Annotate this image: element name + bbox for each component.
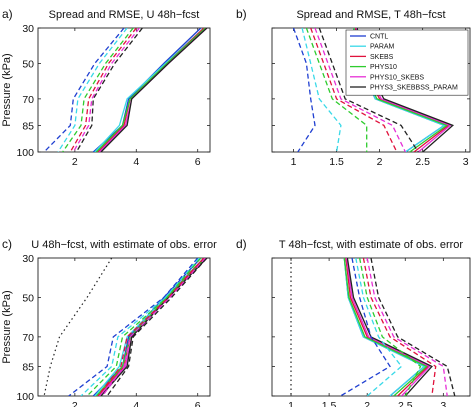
panel-title: Spread and RMSE, T 48h−fcst <box>296 9 445 21</box>
panel-label: d) <box>236 237 247 251</box>
y-tick-label: 85 <box>22 361 34 373</box>
series-line-skebs-solid <box>345 258 430 396</box>
series-line-phys10_skebs-dashed <box>314 28 406 152</box>
x-tick-label: 4 <box>133 400 139 407</box>
y-tick-label: 100 <box>16 391 34 403</box>
y-axis-label: Pressure (kPa) <box>1 290 13 363</box>
x-tick-label: 3 <box>463 156 469 168</box>
plot-frame <box>271 257 471 397</box>
x-tick-label: 2.5 <box>398 400 413 407</box>
legend-entry: PARAM <box>370 44 395 51</box>
plot-area <box>290 258 456 396</box>
series-line-skebs-dashed <box>310 28 398 152</box>
x-tick-label: 2 <box>377 156 383 168</box>
series-line-phys10_skebs-dashed <box>72 28 140 152</box>
panel-4: d) T 48h−fcst, with estimate of obs. erro… <box>236 237 471 407</box>
panel-3: c) U 48h−fcst, with estimate of obs. erro… <box>1 237 217 407</box>
series-line-phys10_skebs-dashed <box>101 258 206 396</box>
series-line-phys3_skebsss_param-dashed <box>75 28 143 152</box>
series-line-phys10_skebs-solid <box>345 258 431 396</box>
legend-entry: CNTL <box>370 34 388 41</box>
x-tick-label: 2 <box>72 156 78 168</box>
panel-label: a) <box>2 7 13 21</box>
y-tick-label: 70 <box>22 94 34 106</box>
panel-2: b) Spread and RMSE, T 48h−fcst 1 1.5 2 2.5 3 CN… <box>236 7 471 168</box>
series-line-cntl-solid <box>92 28 202 152</box>
series-line-param-dashed <box>80 258 200 396</box>
series-line-cntl-solid <box>343 258 426 396</box>
x-tick-label: 2 <box>72 400 78 407</box>
series-line-cntl-dashed <box>292 28 316 152</box>
series-line-skebs-dashed <box>69 28 137 152</box>
x-tick-label: 6 <box>195 156 201 168</box>
x-tick-label: 3 <box>440 400 446 407</box>
panel-1: a) Spread and RMSE, U 48h−fcst 2 4 6 30 50 70 85… <box>1 7 211 168</box>
obs-error-line <box>43 258 113 396</box>
series-line-phys10-dashed <box>86 258 202 396</box>
series-line-phys3_skebsss_param-dashed <box>318 28 419 152</box>
series-line-cntl-dashed <box>68 258 199 396</box>
plot-frame <box>271 27 471 153</box>
y-tick-label: 50 <box>22 292 34 304</box>
plot-area <box>43 258 208 396</box>
plot-area <box>43 28 208 152</box>
y-tick-label: 30 <box>22 23 34 35</box>
series-line-phys10-dashed <box>305 28 368 152</box>
series-line-phys10-solid <box>95 28 206 152</box>
series-line-phys10-dashed <box>358 258 422 396</box>
legend: CNTL PARAM SKEBS PHYS10 PHYS10_SKEBS PHYS3_SK… <box>345 29 469 96</box>
series-line-param-dashed <box>301 28 342 152</box>
y-axis-label: Pressure (kPa) <box>1 53 13 126</box>
series-line-param-dashed <box>57 28 128 152</box>
series-line-param-solid <box>94 28 205 152</box>
x-tick-label: 4 <box>133 156 139 168</box>
series-line-phys10_skebs-dashed <box>366 258 448 396</box>
series-line-phys3_skebsss_param-solid <box>100 28 208 152</box>
series-line-phys3_skebsss_param-dashed <box>370 258 456 396</box>
x-tick-label: 6 <box>195 400 201 407</box>
series-line-phys10-dashed <box>62 28 134 152</box>
series-line-param-dashed <box>355 258 403 396</box>
x-tick-label: 2.5 <box>415 156 430 168</box>
panel-title: Spread and RMSE, U 48h−fcst <box>49 9 200 21</box>
panel-title: T 48h−fcst, with estimate of obs. error <box>279 239 463 251</box>
y-tick-label: 30 <box>22 253 34 265</box>
x-tick-label: 1 <box>288 400 294 407</box>
y-tick-label: 50 <box>22 58 34 70</box>
series-line-skebs-dashed <box>97 258 205 396</box>
panel-label: c) <box>2 237 12 251</box>
y-tick-label: 100 <box>16 147 34 159</box>
series-line-cntl-dashed <box>340 258 391 396</box>
x-tick-label: 1.5 <box>322 400 337 407</box>
plot-frame <box>37 257 211 397</box>
series-line-skebs-dashed <box>362 258 437 396</box>
x-tick-label: 2 <box>364 400 370 407</box>
legend-entry: PHYS10 <box>370 64 397 71</box>
y-tick-label: 85 <box>22 120 34 132</box>
series-line-phys10-solid <box>343 258 428 396</box>
series-line-phys3_skebsss_param-dashed <box>106 258 208 396</box>
x-tick-label: 1.5 <box>329 156 344 168</box>
legend-box <box>345 29 469 96</box>
legend-entry: PHYS3_SKEBBSS_PARAM <box>370 85 458 92</box>
legend-entry: PHYS10_SKEBS <box>370 74 424 81</box>
y-tick-label: 70 <box>22 332 34 344</box>
x-tick-label: 1 <box>291 156 297 168</box>
legend-entry: SKEBS <box>370 54 394 61</box>
panel-title: U 48h−fcst, with estimate of obs. error <box>31 239 217 251</box>
series-line-param-solid <box>343 258 426 396</box>
panel-label: b) <box>236 7 247 21</box>
